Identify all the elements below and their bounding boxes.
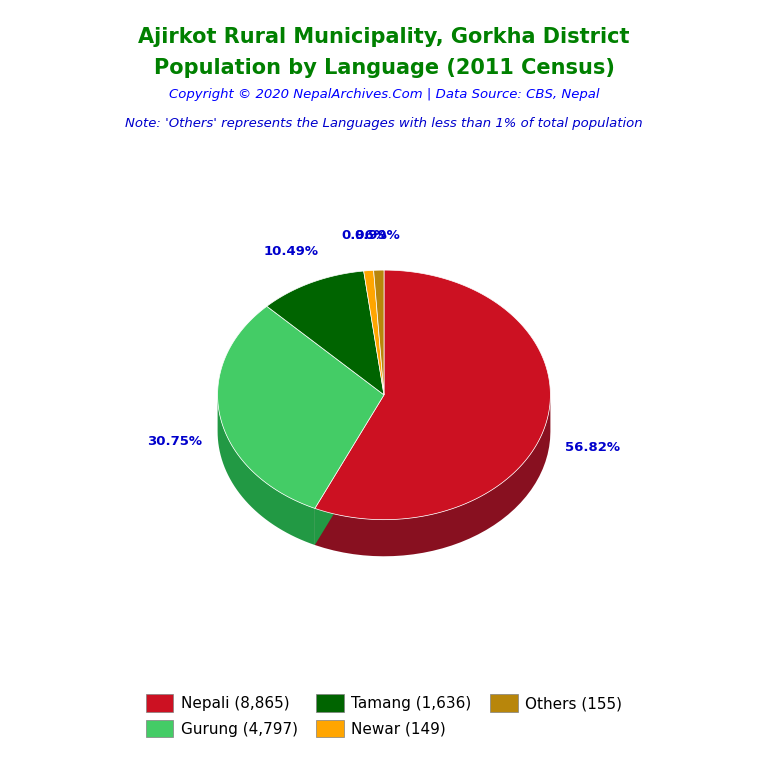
Polygon shape bbox=[364, 270, 384, 395]
Text: 0.96%: 0.96% bbox=[342, 230, 387, 243]
Text: Copyright © 2020 NepalArchives.Com | Data Source: CBS, Nepal: Copyright © 2020 NepalArchives.Com | Dat… bbox=[169, 88, 599, 101]
Polygon shape bbox=[315, 396, 551, 556]
Text: 56.82%: 56.82% bbox=[564, 441, 620, 454]
Text: 30.75%: 30.75% bbox=[147, 435, 202, 448]
Text: Note: 'Others' represents the Languages with less than 1% of total population: Note: 'Others' represents the Languages … bbox=[125, 117, 643, 130]
Polygon shape bbox=[315, 395, 384, 545]
Text: Ajirkot Rural Municipality, Gorkha District: Ajirkot Rural Municipality, Gorkha Distr… bbox=[138, 27, 630, 47]
Polygon shape bbox=[217, 395, 315, 545]
Polygon shape bbox=[315, 395, 384, 545]
Polygon shape bbox=[266, 271, 384, 395]
Polygon shape bbox=[217, 306, 384, 508]
Polygon shape bbox=[315, 270, 551, 520]
Text: Population by Language (2011 Census): Population by Language (2011 Census) bbox=[154, 58, 614, 78]
Polygon shape bbox=[373, 270, 384, 395]
Text: 0.99%: 0.99% bbox=[355, 229, 400, 242]
Legend: Nepali (8,865), Gurung (4,797), Tamang (1,636), Newar (149), Others (155): Nepali (8,865), Gurung (4,797), Tamang (… bbox=[138, 687, 630, 745]
Text: 10.49%: 10.49% bbox=[263, 245, 319, 258]
